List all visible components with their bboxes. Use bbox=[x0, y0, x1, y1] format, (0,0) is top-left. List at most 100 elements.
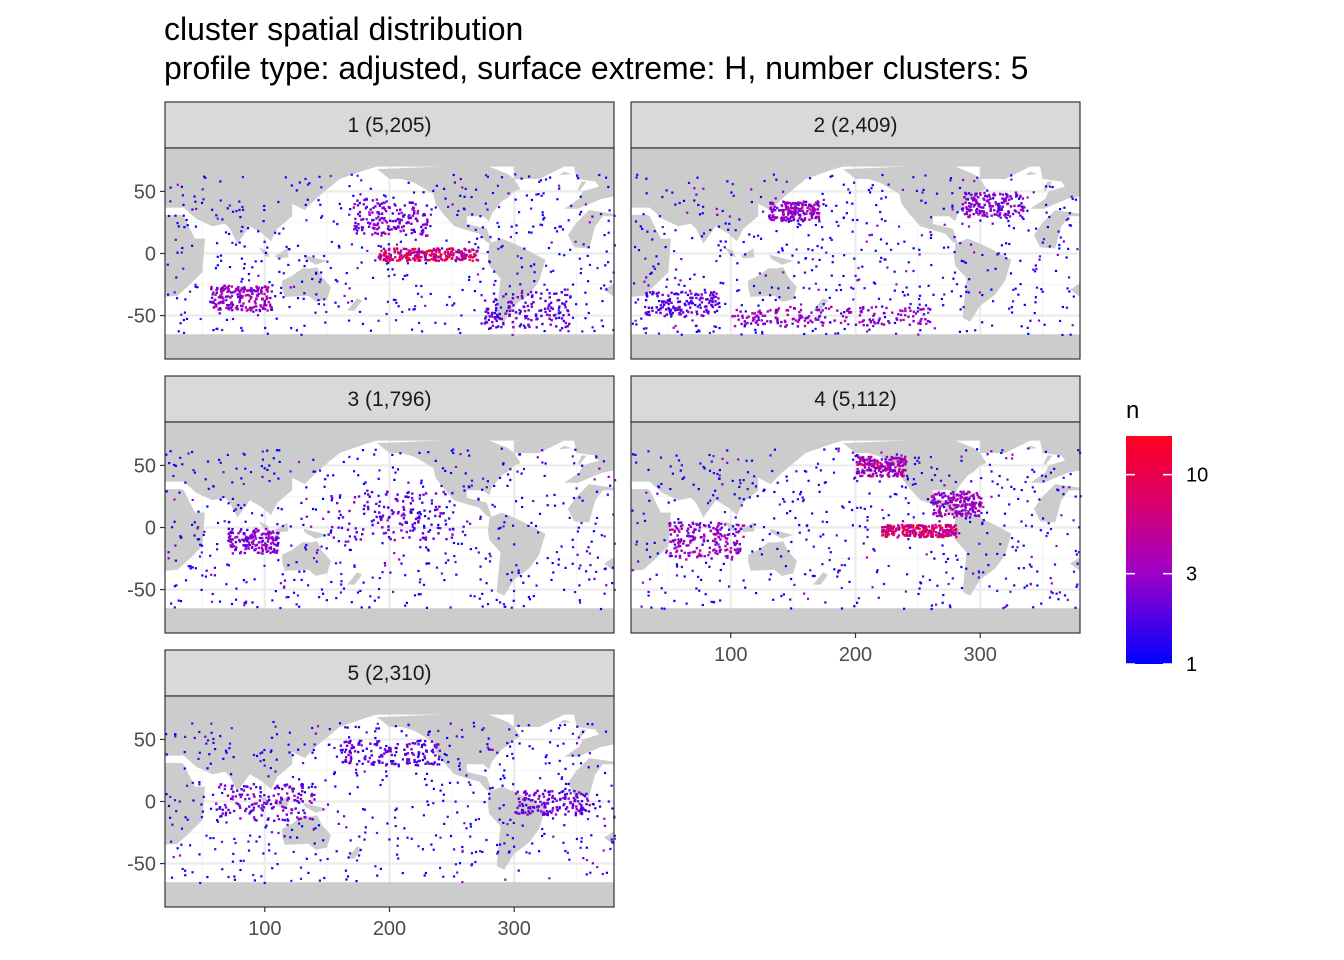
observation-cell bbox=[603, 234, 606, 237]
observation-cell bbox=[710, 303, 713, 307]
observation-cell bbox=[407, 215, 410, 218]
observation-cell bbox=[259, 290, 263, 293]
observation-cell bbox=[227, 564, 230, 567]
observation-cell bbox=[797, 201, 800, 204]
observation-cell bbox=[560, 317, 564, 320]
observation-cell bbox=[1076, 562, 1079, 565]
observation-cell bbox=[358, 310, 362, 313]
observation-cell bbox=[481, 592, 484, 595]
observation-cell bbox=[835, 534, 838, 537]
observation-cell bbox=[241, 205, 244, 209]
observation-cell bbox=[687, 301, 690, 305]
observation-cell bbox=[452, 248, 455, 251]
observation-cell bbox=[855, 461, 859, 464]
observation-cell bbox=[400, 257, 404, 260]
observation-cell bbox=[323, 876, 326, 880]
observation-cell bbox=[904, 459, 907, 462]
observation-cell bbox=[193, 534, 196, 537]
observation-cell bbox=[577, 473, 580, 476]
observation-cell bbox=[1011, 545, 1014, 548]
observation-cell bbox=[246, 538, 249, 541]
observation-cell bbox=[210, 285, 213, 289]
observation-cell bbox=[260, 286, 264, 290]
observation-cell bbox=[887, 564, 890, 568]
observation-cell bbox=[967, 291, 970, 294]
observation-cell bbox=[422, 191, 425, 194]
observation-cell bbox=[667, 501, 670, 504]
observation-cell bbox=[551, 817, 555, 820]
observation-cell bbox=[682, 199, 686, 202]
observation-cell bbox=[217, 308, 220, 311]
observation-cell bbox=[815, 306, 818, 309]
observation-cell bbox=[568, 516, 571, 519]
observation-cell bbox=[405, 601, 408, 604]
observation-cell bbox=[385, 493, 388, 496]
observation-cell bbox=[234, 508, 237, 511]
observation-cell bbox=[685, 544, 688, 547]
observation-cell bbox=[685, 309, 689, 312]
observation-cell bbox=[505, 309, 509, 313]
observation-cell bbox=[648, 313, 651, 317]
observation-cell bbox=[816, 245, 819, 248]
observation-cell bbox=[387, 536, 391, 539]
observation-cell bbox=[375, 502, 378, 506]
observation-cell bbox=[822, 533, 825, 536]
observation-cell bbox=[725, 540, 728, 543]
observation-cell bbox=[441, 247, 444, 250]
land-mask bbox=[165, 696, 614, 907]
observation-cell bbox=[424, 234, 428, 237]
observation-cell bbox=[297, 460, 301, 464]
observation-cell bbox=[486, 309, 489, 312]
observation-cell bbox=[412, 508, 415, 511]
observation-cell bbox=[591, 215, 594, 218]
observation-cell bbox=[722, 282, 725, 285]
observation-cell bbox=[830, 210, 833, 213]
observation-cell bbox=[263, 467, 266, 470]
facet-panel-5: 5 (2,310) bbox=[164, 649, 616, 908]
observation-cell bbox=[1000, 207, 1004, 210]
observation-cell bbox=[789, 211, 792, 214]
observation-cell bbox=[449, 471, 453, 475]
observation-cell bbox=[591, 862, 594, 865]
observation-cell bbox=[673, 250, 676, 253]
observation-cell bbox=[814, 216, 817, 220]
observation-cell bbox=[399, 230, 402, 233]
observation-cell bbox=[223, 520, 226, 523]
observation-cell bbox=[387, 247, 391, 251]
observation-cell bbox=[998, 209, 1001, 212]
observation-cell bbox=[593, 329, 596, 333]
observation-cell bbox=[791, 210, 794, 213]
observation-cell bbox=[998, 207, 1001, 211]
observation-cell bbox=[434, 206, 437, 209]
observation-cell bbox=[405, 256, 408, 260]
observation-cell bbox=[831, 261, 834, 264]
observation-cell bbox=[460, 254, 463, 257]
observation-cell bbox=[713, 548, 716, 551]
observation-cell bbox=[791, 500, 794, 503]
observation-cell bbox=[814, 201, 818, 204]
observation-cell bbox=[965, 205, 968, 209]
observation-cell bbox=[992, 197, 995, 200]
observation-cell bbox=[799, 213, 802, 217]
observation-cell bbox=[393, 251, 397, 254]
observation-cell bbox=[670, 313, 673, 316]
observation-cell bbox=[1059, 208, 1062, 211]
observation-cell bbox=[364, 297, 367, 300]
observation-cell bbox=[305, 259, 308, 263]
observation-cell bbox=[398, 257, 401, 260]
observation-cell bbox=[789, 305, 792, 309]
observation-cell bbox=[719, 255, 722, 258]
observation-cell bbox=[388, 515, 391, 519]
observation-cell bbox=[533, 271, 536, 274]
observation-cell bbox=[590, 540, 593, 543]
observation-cell bbox=[661, 301, 664, 304]
observation-cell bbox=[242, 579, 245, 582]
observation-cell bbox=[425, 772, 429, 775]
observation-cell bbox=[520, 257, 523, 260]
observation-cell bbox=[392, 511, 395, 514]
observation-cell bbox=[461, 530, 464, 533]
observation-cell bbox=[737, 458, 740, 461]
observation-cell bbox=[494, 304, 497, 307]
observation-cell bbox=[248, 543, 251, 547]
